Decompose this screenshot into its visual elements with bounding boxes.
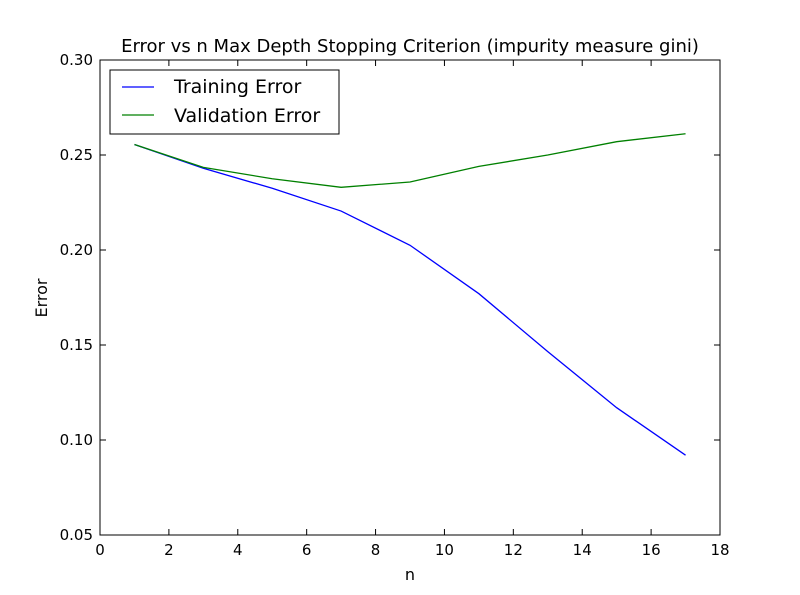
y-tick-label: 0.10 (60, 431, 93, 449)
x-tick-label: 12 (504, 541, 523, 559)
x-tick-label: 4 (233, 541, 243, 559)
x-tick-label: 18 (710, 541, 729, 559)
legend-label-training-error: Training Error (173, 76, 302, 98)
series-lines (134, 133, 686, 456)
series-line-validation-error (134, 133, 686, 188)
x-tick-label: 2 (164, 541, 174, 559)
legend-label-validation-error: Validation Error (174, 105, 320, 127)
y-tick-label: 0.05 (60, 526, 93, 544)
x-tick-label: 8 (371, 541, 381, 559)
axis-ticks: 0 2 4 6 8 10 12 14 16 18 0.05 0.10 0.15 0.20 0.25 0.30 (60, 51, 730, 559)
y-tick-label: 0.20 (60, 241, 93, 259)
y-axis-label: Error (32, 278, 51, 317)
x-tick-label: 6 (302, 541, 312, 559)
plot-area (99, 59, 721, 536)
chart-title: Error vs n Max Depth Stopping Criterion … (121, 36, 699, 57)
y-tick-label: 0.30 (60, 51, 93, 69)
legend-box (109, 69, 340, 135)
x-tick-label: 0 (95, 541, 105, 559)
x-axis-label: n (405, 565, 415, 584)
x-tick-label: 10 (435, 541, 454, 559)
y-tick-label: 0.25 (60, 146, 93, 164)
y-tick-label: 0.15 (60, 336, 93, 354)
legend: Training Error Validation Error (109, 69, 340, 135)
x-tick-label: 14 (573, 541, 592, 559)
x-tick-label: 16 (642, 541, 661, 559)
series-line-training-error (134, 143, 686, 456)
